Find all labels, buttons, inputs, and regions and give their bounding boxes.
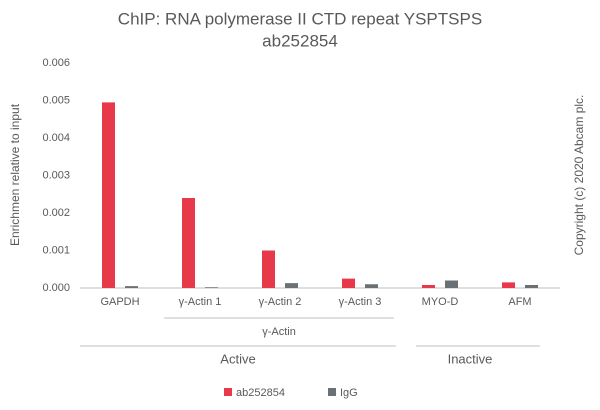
bar [445, 280, 458, 288]
y-tick-label: 0.002 [42, 207, 70, 219]
x-tick-label: GAPDH [100, 296, 139, 308]
bar [102, 102, 115, 288]
bar [205, 287, 218, 288]
group-label: Inactive [448, 351, 493, 366]
bar [422, 285, 435, 288]
bar [502, 282, 515, 288]
x-tick-label: γ-Actin 3 [339, 296, 382, 308]
legend-label: IgG [340, 387, 358, 399]
x-tick-label: γ-Actin 1 [179, 296, 222, 308]
legend-swatch [224, 388, 232, 396]
x-tick-label: AFM [508, 296, 531, 308]
y-tick-label: 0.004 [42, 132, 70, 144]
y-tick-label: 0.006 [42, 57, 70, 69]
y-tick-label: 0.001 [42, 244, 70, 256]
bar [342, 278, 355, 288]
y-tick-label: 0.005 [42, 94, 70, 106]
y-tick-label: 0.003 [42, 169, 70, 181]
bar [182, 198, 195, 288]
group-label: Active [220, 351, 255, 366]
chart-title: ab252854 [262, 31, 338, 50]
bar [285, 283, 298, 288]
legend-swatch [328, 388, 336, 396]
bar [125, 286, 138, 288]
copyright: Copyright (c) 2020 Abcam plc. [572, 95, 586, 256]
legend-label: ab252854 [236, 387, 285, 399]
x-tick-label: MYO-D [422, 296, 459, 308]
x-tick-label: γ-Actin 2 [259, 296, 302, 308]
bar [262, 250, 275, 288]
bar [365, 284, 378, 288]
group-label: γ-Actin [262, 326, 296, 338]
chart-title: ChIP: RNA polymerase II CTD repeat YSPTS… [118, 9, 482, 28]
y-axis-title: Enrichmen relative to input [8, 103, 22, 246]
y-tick-label: 0.000 [42, 282, 70, 294]
bar [525, 285, 538, 288]
